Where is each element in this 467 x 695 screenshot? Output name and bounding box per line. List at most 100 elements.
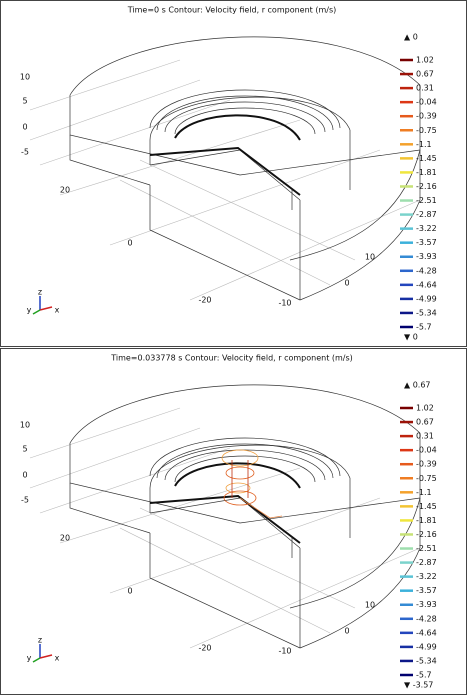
geometry-ring (174, 107, 316, 135)
triad-axis (39, 654, 53, 659)
colorbar-label: -1.45 (416, 154, 437, 163)
plot-title: Time=0.033778 s Contour: Velocity field,… (110, 354, 353, 363)
triad-label: y (27, 306, 32, 315)
colorbar-label: -4.64 (416, 280, 437, 289)
grid-line (109, 497, 381, 594)
plot-panel: Time=0.033778 s Contour: Velocity field,… (0, 348, 467, 695)
colorbar-label: -1.81 (416, 516, 437, 525)
axis-tick-label: 0 (22, 471, 27, 480)
grid-line (29, 79, 201, 141)
colorbar-label: -4.28 (416, 614, 437, 623)
axis-tick-label: 0 (22, 123, 27, 132)
colorbar-label: 1.02 (416, 56, 434, 65)
colorbar-label: -3.93 (416, 252, 437, 261)
colorbar-label: -3.57 (416, 586, 437, 595)
geometry-edge (69, 384, 421, 444)
min-label: ▼ 0 (404, 333, 418, 342)
colorbar-label: -2.16 (416, 530, 437, 539)
thick-edge (174, 114, 301, 141)
grid-line (139, 507, 356, 609)
grid-line (109, 149, 381, 246)
grid-line (39, 447, 231, 514)
colorbar-label: 0.31 (416, 84, 434, 93)
axis-tick-label: 10 (365, 601, 375, 610)
geometry-ring (174, 455, 316, 483)
triad-label: y (27, 654, 32, 663)
colorbar-label: -3.22 (416, 224, 437, 233)
axis-tick-label: -5 (21, 148, 29, 157)
triad-axis (39, 306, 53, 311)
contour-line (225, 482, 251, 494)
axis-tick-label: 0 (344, 627, 349, 636)
contour-line (225, 466, 255, 480)
colorbar-label: 0.31 (416, 432, 434, 441)
axis-tick-label: -20 (198, 644, 211, 653)
geometry-ring (164, 101, 326, 133)
colorbar-label: -1.1 (416, 488, 432, 497)
grid-line (29, 59, 181, 111)
axis-tick-label: 5 (22, 445, 27, 454)
plot-title: Time=0 s Contour: Velocity field, r comp… (127, 6, 336, 15)
colorbar-label: -2.51 (416, 196, 437, 205)
grid-line (119, 179, 331, 286)
geometry-ring (149, 437, 341, 477)
colorbar-label: -4.64 (416, 628, 437, 637)
colorbar-label: -1.81 (416, 168, 437, 177)
colorbar-label: -5.7 (416, 671, 432, 680)
geometry-edge (69, 36, 421, 96)
colorbar-label: -0.75 (416, 126, 437, 135)
colorbar-label: 0.67 (416, 70, 434, 79)
contour-line (223, 490, 257, 506)
colorbar-label: -5.34 (416, 656, 437, 665)
axis-tick-label: 0 (344, 279, 349, 288)
geometry-edge (149, 444, 351, 489)
colorbar-label: -2.16 (416, 182, 437, 191)
grid-line (29, 427, 201, 489)
grid-line (39, 99, 231, 166)
geometry-edge (149, 96, 351, 141)
axis-tick-label: -10 (278, 647, 291, 656)
colorbar-label: -4.28 (416, 266, 437, 275)
triad-label: x (55, 306, 60, 315)
thick-edge (149, 146, 301, 196)
triad-label: z (38, 288, 42, 297)
colorbar-label: -3.22 (416, 572, 437, 581)
thick-edge (174, 462, 301, 489)
axis-tick-label: 0 (127, 587, 132, 596)
max-label: ▲ 0.67 (404, 381, 431, 390)
colorbar-label: -1.1 (416, 140, 432, 149)
geometry-ring (156, 95, 334, 131)
triad-label: x (55, 654, 60, 663)
colorbar-label: -1.45 (416, 502, 437, 511)
axis-tick-label: 10 (20, 73, 30, 82)
max-label: ▲ 0 (404, 33, 418, 42)
axis-tick-label: -5 (21, 496, 29, 505)
colorbar-label: -2.87 (416, 558, 437, 567)
colorbar-label: 1.02 (416, 404, 434, 413)
axis-tick-label: 10 (365, 253, 375, 262)
geometry-ring (149, 89, 341, 129)
colorbar-label: 0.67 (416, 418, 434, 427)
axis-tick-label: 5 (22, 97, 27, 106)
axis-tick-label: 0 (127, 239, 132, 248)
geometry-edge (69, 135, 151, 186)
colorbar-label: -3.93 (416, 600, 437, 609)
axis-tick-label: 20 (60, 186, 70, 195)
geometry-edge (299, 199, 421, 301)
axis-tick-label: -10 (278, 299, 291, 308)
geometry-edge (69, 483, 151, 534)
colorbar-label: -5.7 (416, 323, 432, 332)
colorbar-label: -4.99 (416, 294, 437, 303)
grid-line (59, 467, 301, 544)
geometry-edge (149, 185, 301, 301)
colorbar-label: -3.57 (416, 238, 437, 247)
grid-line (59, 119, 301, 196)
axis-tick-label: 10 (20, 421, 30, 430)
geometry-edge (289, 497, 421, 609)
contour-line (231, 460, 249, 498)
geometry-ring (156, 443, 334, 479)
plot-panel: Time=0 s Contour: Velocity field, r comp… (0, 0, 467, 347)
colorbar-label: -2.51 (416, 544, 437, 553)
colorbar-label: -0.39 (416, 112, 437, 121)
